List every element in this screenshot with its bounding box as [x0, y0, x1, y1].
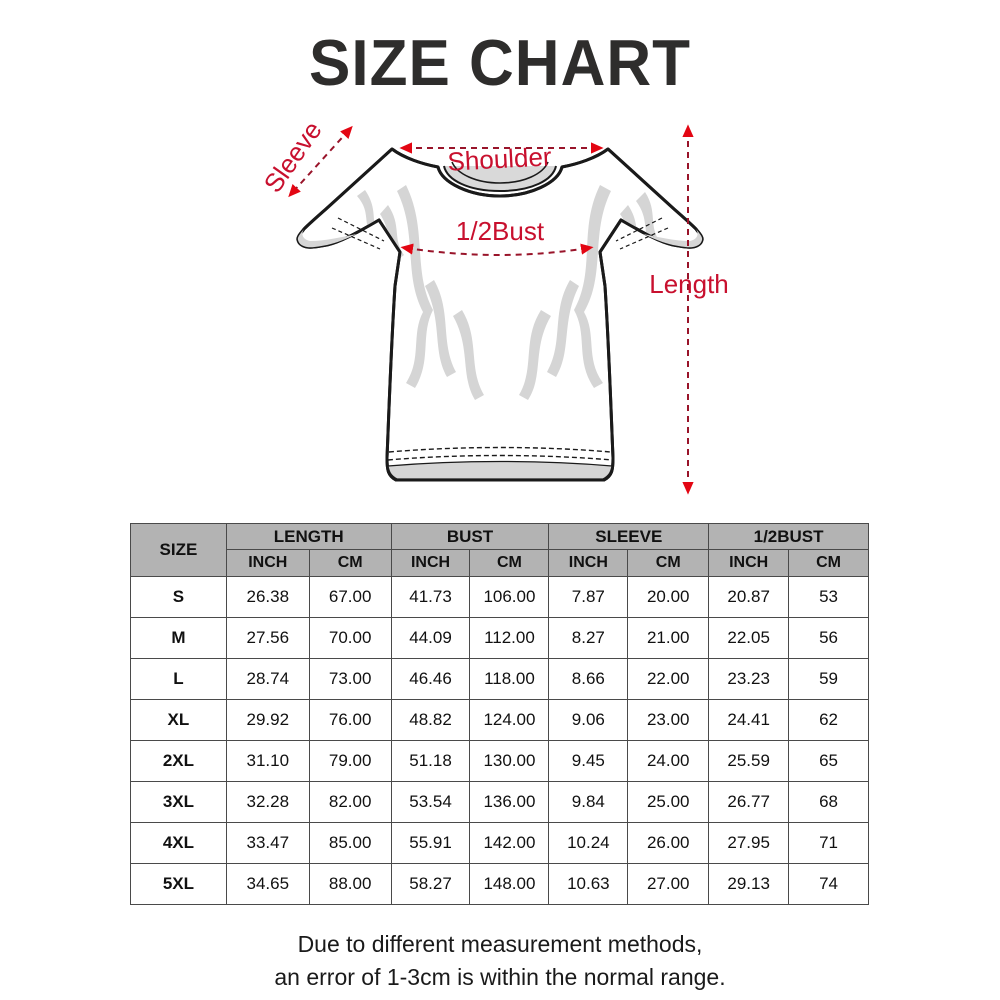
- svg-text:1/2Bust: 1/2Bust: [456, 216, 545, 246]
- svg-text:Sleeve: Sleeve: [258, 116, 328, 198]
- svg-text:Shoulder: Shoulder: [447, 141, 553, 176]
- svg-text:Length: Length: [649, 269, 729, 299]
